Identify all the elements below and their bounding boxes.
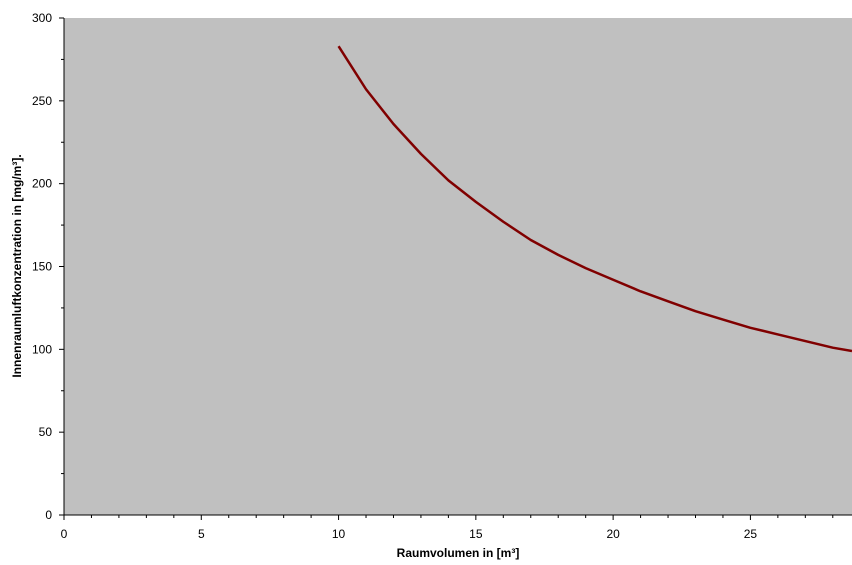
y-tick-label: 100: [32, 342, 52, 356]
y-tick-label: 0: [45, 508, 52, 522]
y-tick-label: 300: [32, 11, 52, 25]
y-tick-label: 150: [32, 260, 52, 274]
x-tick-label: 10: [332, 527, 346, 541]
series-line: [337, 45, 852, 353]
y-tick-label: 50: [39, 425, 53, 439]
series-layer: [337, 45, 852, 353]
x-axis-title: Raumvolumen in [m³]: [397, 546, 520, 560]
x-axis: 0 5 10 15 20 25: [61, 514, 852, 541]
y-tick-label: 200: [32, 177, 52, 191]
x-tick-label: 20: [606, 527, 620, 541]
y-axis: 0 50 100 150 200 250 300: [32, 11, 65, 522]
y-tick-label: 250: [32, 94, 52, 108]
x-tick-label: 0: [61, 527, 68, 541]
x-tick-label: 25: [744, 527, 758, 541]
x-tick-label: 15: [469, 527, 483, 541]
y-axis-title: Innenraumluftkonzentration in [mg/m³].: [10, 154, 24, 377]
plot-area: [64, 18, 852, 515]
x-tick-label: 5: [198, 527, 205, 541]
